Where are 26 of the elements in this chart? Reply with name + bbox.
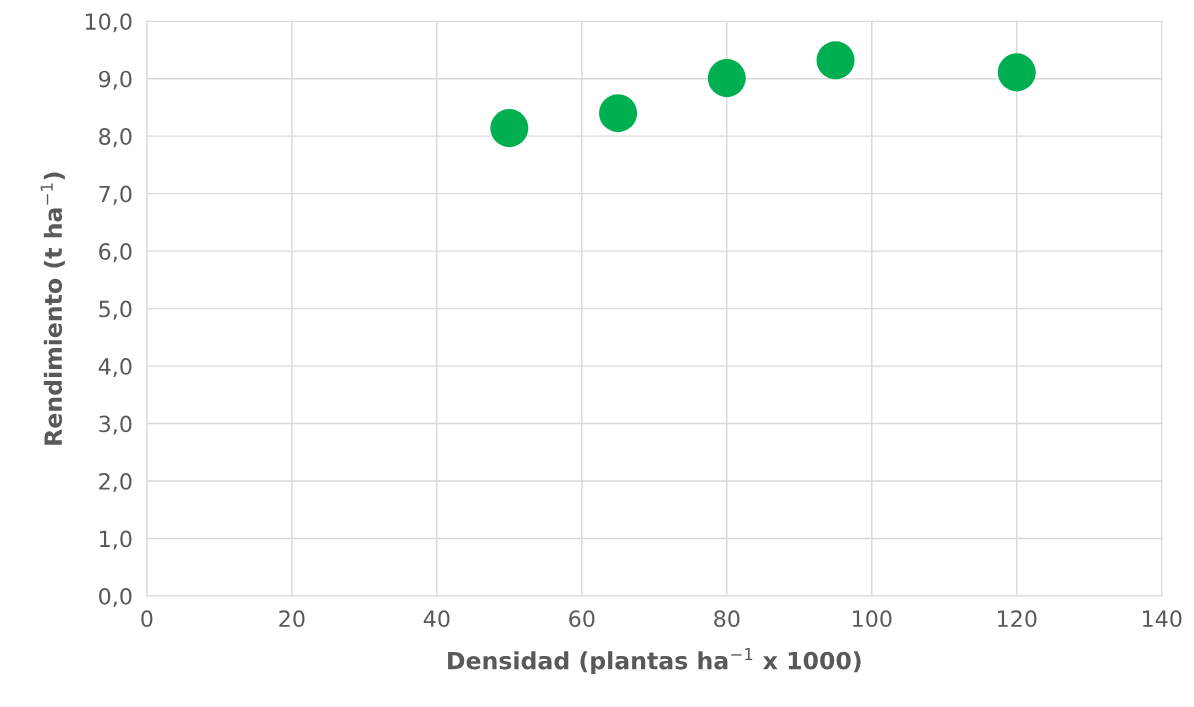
x-axis-title: Densidad (plantas ha$^{−1}$ x 1000) <box>448 648 861 675</box>
y-tick-label: 3,0 <box>99 415 132 435</box>
point <box>707 59 746 98</box>
x-tick-label: 120 <box>998 610 1037 628</box>
y-tick-label: 2,0 <box>99 472 132 493</box>
y-tick-label: 10,0 <box>85 13 132 33</box>
y-tick-label: 5,0 <box>99 300 132 320</box>
y-tick-label: 9,0 <box>99 70 132 90</box>
y-tick-label: 8,0 <box>99 128 132 148</box>
y-tick-label: 0,0 <box>99 587 132 608</box>
x-tick-label: 20 <box>279 610 305 628</box>
x-tick-label: 60 <box>569 610 595 628</box>
x-tick-label: 100 <box>853 610 892 628</box>
point <box>490 109 529 148</box>
y-tick-label: 1,0 <box>100 530 132 550</box>
point <box>816 41 855 80</box>
point <box>997 53 1036 92</box>
x-tick-label: 0 <box>141 610 153 628</box>
point <box>599 94 638 133</box>
x-tick-label: 140 <box>1142 610 1182 628</box>
y-tick-label: 4,0 <box>98 358 132 378</box>
x-tick-label: 40 <box>423 610 450 628</box>
y-tick-label: 6,0 <box>99 243 132 263</box>
y-axis-title: Rendimiento (t ha$^{−1}$) <box>40 172 65 445</box>
x-tick-label: 80 <box>714 610 740 628</box>
y-tick-label: 7,0 <box>99 185 132 205</box>
